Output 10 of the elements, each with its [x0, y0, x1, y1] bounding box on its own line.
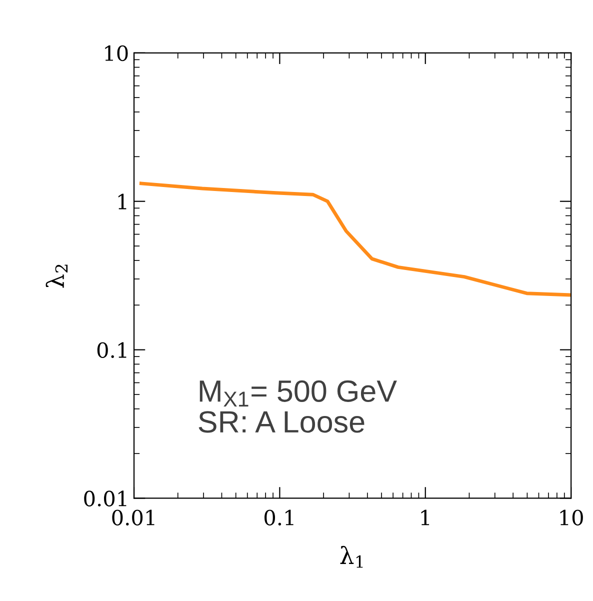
- y-tick-label: 1: [118, 194, 126, 210]
- x-tick-label: 0.1: [264, 510, 294, 526]
- y-tick-label: 10: [105, 45, 128, 62]
- y-axis-title: λ$_{2}$: [46, 264, 68, 288]
- annotation: M$_{X1}$= 500 GeV SR: A Loose: [198, 380, 397, 433]
- x-axis-title: λ$_{1}$: [340, 546, 363, 568]
- x-tick-label: 1: [421, 510, 430, 526]
- y-tick-label: 0.01: [84, 490, 126, 506]
- x-tick-label: 10: [560, 510, 583, 526]
- y-tick-label: 0.1: [97, 342, 126, 358]
